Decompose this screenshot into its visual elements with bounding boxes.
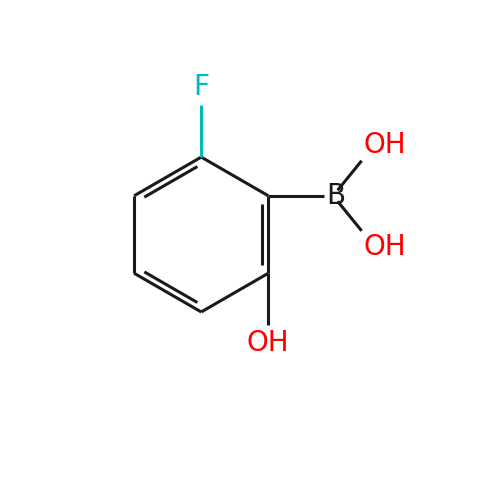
- Text: OH: OH: [364, 233, 406, 261]
- Text: B: B: [327, 182, 346, 210]
- Text: OH: OH: [364, 131, 406, 159]
- Text: OH: OH: [247, 329, 290, 357]
- Text: F: F: [193, 73, 209, 101]
